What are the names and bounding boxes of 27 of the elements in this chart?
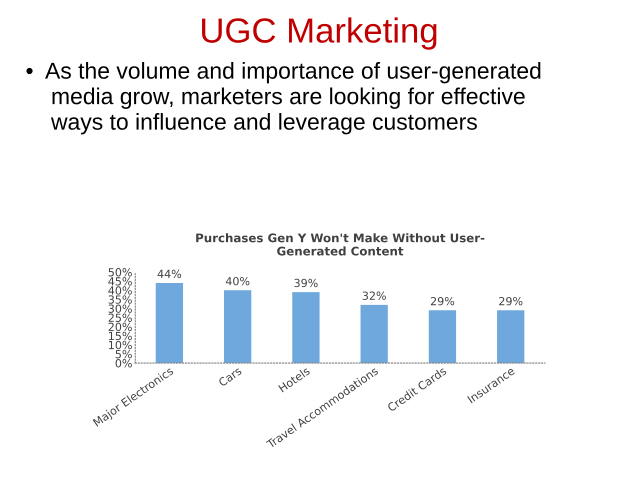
y-tick-label: 40% [108, 286, 132, 295]
data-label: 29% [430, 296, 454, 306]
bar [156, 282, 184, 364]
text: UGC Marketing [202, 17, 436, 50]
y-tick-label: 35% [108, 295, 132, 304]
y-tick-label: 15% [109, 332, 132, 340]
bar [497, 310, 524, 364]
y-tick-label: 0% [116, 359, 132, 368]
y-tick-label: 10% [109, 340, 132, 350]
y-tick-label: 5% [116, 350, 132, 358]
data-label: 39% [294, 278, 318, 288]
y-tick-label: 20% [108, 322, 132, 332]
y-tick-label: 50% [108, 268, 132, 276]
bar [292, 292, 320, 364]
text: • As the volume and importance of user-generated media grow, marketers are looking for effective ways to influence and leverage customers [26, 62, 540, 134]
bar [360, 304, 388, 364]
bar [224, 290, 252, 364]
bar [428, 310, 456, 364]
data-label: 44% [158, 270, 182, 278]
data-label: 32% [362, 292, 386, 300]
y-tick-label: 45% [108, 277, 132, 286]
chart-title: Purchases Gen Y Won't Make Without User- Generated Content [196, 233, 484, 256]
y-tick-label: 30% [108, 304, 132, 313]
data-label: 40% [226, 276, 250, 286]
data-label: 29% [499, 296, 522, 306]
y-tick-label: 25% [108, 314, 132, 322]
x-tick-label: Cars [218, 366, 242, 387]
